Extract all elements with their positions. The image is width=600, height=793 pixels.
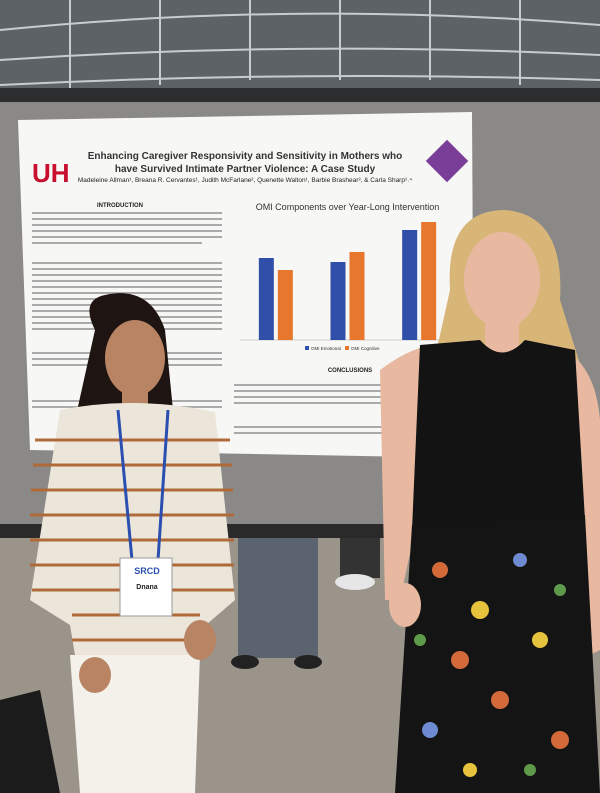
logo-mark xyxy=(425,139,469,183)
chart-title: OMI Components over Year-Long Interventi… xyxy=(256,202,440,212)
shoe xyxy=(294,655,322,669)
bag xyxy=(0,690,60,793)
person-right xyxy=(380,210,600,793)
bar xyxy=(258,258,274,340)
section-heading: CONCLUSIONS xyxy=(327,368,373,374)
bar xyxy=(349,252,365,340)
legend-label: OMI Emotional xyxy=(311,346,341,351)
badge-org: SRCD xyxy=(134,566,160,576)
person-left xyxy=(30,293,235,793)
bar xyxy=(402,230,418,340)
shoe xyxy=(231,655,259,669)
chart: OMI Components over Year-Long Interventi… xyxy=(240,202,455,351)
shoe xyxy=(335,574,375,590)
legend-swatch xyxy=(305,346,309,350)
floral-print xyxy=(414,553,569,777)
poster-title: Enhancing Caregiver Responsivity and Sen… xyxy=(87,151,403,175)
bar xyxy=(421,222,437,340)
legend-label: OMI Cognitive xyxy=(351,346,380,351)
poster-authors: Madeleine Allman¹, Breana R. Cervantes¹,… xyxy=(77,177,413,184)
background-person xyxy=(340,538,380,578)
section-heading: INTRODUCTION xyxy=(97,203,143,209)
background-person xyxy=(238,538,318,658)
ceiling-edge xyxy=(0,88,600,102)
ceiling xyxy=(0,0,600,95)
bar xyxy=(277,270,293,340)
name-badge: SRCD Dnana xyxy=(124,566,170,591)
trusses xyxy=(0,0,600,90)
bar xyxy=(330,262,346,340)
legend-swatch xyxy=(345,346,349,350)
logo: UH xyxy=(32,158,70,188)
badge-name: Dnana xyxy=(136,584,158,591)
